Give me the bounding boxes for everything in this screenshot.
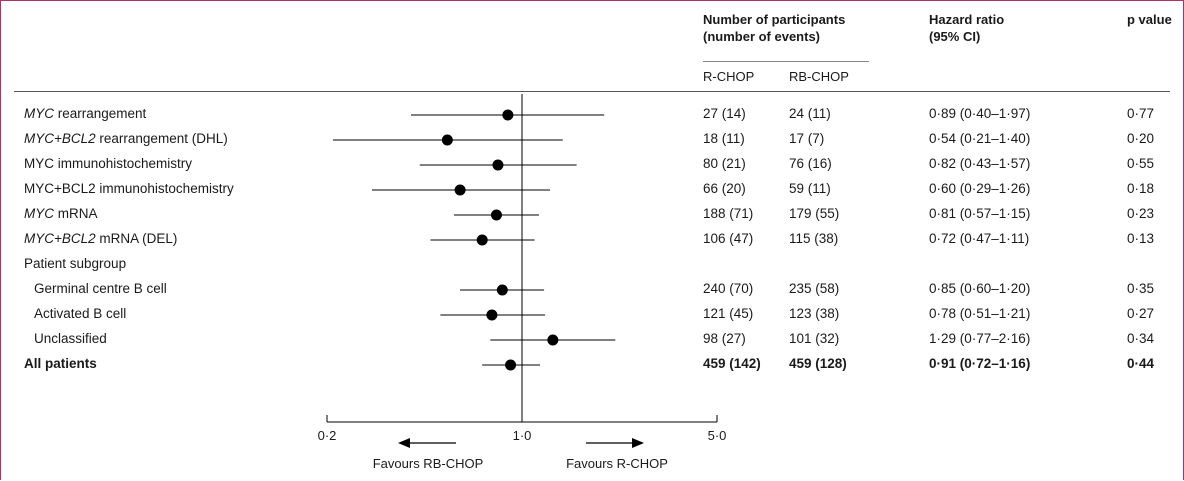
favours-right-arrowhead [632, 438, 644, 448]
row-label: Unclassified [34, 330, 107, 348]
p-value: 0·44 [1127, 356, 1155, 371]
x-tick-label: 1·0 [513, 428, 532, 443]
p-value: 0·13 [1127, 231, 1155, 246]
rb-chop-count: 235 (58) [789, 281, 840, 296]
rb-chop-count: 115 (38) [789, 231, 839, 246]
favours-rb-chop-label: Favours RB-CHOP [373, 456, 484, 471]
hazard-ratio-value: 0·54 (0·21–1·40) [929, 131, 1031, 146]
p-value: 0·55 [1127, 156, 1155, 171]
row-label-part: MYC+BCL2 [24, 231, 96, 246]
participants-header-line1: Number of participants [703, 12, 846, 27]
rb-chop-count: 123 (38) [789, 306, 840, 321]
hr-point [441, 134, 453, 146]
hazard-ratio-value: 0·85 (0·60–1·20) [929, 281, 1031, 296]
row-label: MYC mRNA [24, 205, 98, 223]
favours-left-arrowhead [398, 438, 410, 448]
row-label-part: MYC [24, 206, 54, 221]
r-chop-count: 66 (20) [703, 181, 746, 196]
row-label-part: MYC immunohistochemistry [24, 156, 193, 171]
hr-point [547, 334, 559, 346]
row-label: MYC+BCL2 rearrangement (DHL) [24, 130, 228, 148]
hazard-ratio-value: 0·78 (0·51–1·21) [929, 306, 1031, 321]
p-value: 0·20 [1127, 131, 1155, 146]
r-chop-count: 240 (70) [703, 281, 754, 296]
hazard-ratio-value: 0·72 (0·47–1·11) [929, 231, 1030, 246]
row-label-part: rearrangement (DHL) [95, 131, 228, 146]
hr-point [492, 159, 504, 171]
hr-point [490, 209, 502, 221]
hr-point [505, 359, 517, 371]
r-chop-count: 188 (71) [703, 206, 754, 221]
row-label: Patient subgroup [24, 255, 126, 273]
p-value: 0·23 [1127, 206, 1155, 221]
row-label-part: MYC+BCL2 immunohistochemistry [24, 181, 234, 196]
p-value-header: p value [1127, 12, 1172, 27]
rb-chop-count: 76 (16) [789, 156, 832, 171]
row-label-part: All patients [24, 356, 97, 371]
rb-chop-count: 179 (55) [789, 206, 840, 221]
row-label-part: rearrangement [54, 106, 147, 121]
hr-point [476, 234, 488, 246]
row-label-part: Activated B cell [34, 306, 127, 321]
hr-point [496, 284, 508, 296]
r-chop-count: 80 (21) [703, 156, 746, 171]
hazard-ratio-value: 0·89 (0·40–1·97) [929, 106, 1031, 121]
rb-chop-count: 24 (11) [789, 106, 831, 121]
p-value: 0·35 [1127, 281, 1155, 296]
participants-header-line2: (number of events) [703, 29, 821, 44]
arm-r-chop-header: R-CHOP [703, 69, 755, 84]
row-label-part: MYC+BCL2 [24, 131, 96, 146]
row-label: Germinal centre B cell [34, 280, 167, 298]
hazard-ratio-header-line2: (95% CI) [929, 29, 981, 44]
arm-rb-chop-header: RB-CHOP [789, 69, 849, 84]
rb-chop-count: 101 (32) [789, 331, 840, 346]
participants-header: Number of participants (number of events… [703, 11, 845, 45]
rb-chop-count: 17 (7) [789, 131, 825, 146]
row-label: MYC+BCL2 immunohistochemistry [24, 180, 234, 198]
hr-point [454, 184, 466, 196]
row-label-part: Patient subgroup [24, 256, 127, 271]
x-tick-label: 0·2 [318, 428, 337, 443]
row-label: MYC immunohistochemistry [24, 155, 192, 173]
p-value: 0·27 [1127, 306, 1155, 321]
p-value: 0·77 [1127, 106, 1155, 121]
hazard-ratio-value: 0·82 (0·43–1·57) [929, 156, 1031, 171]
row-label-part: Germinal centre B cell [34, 281, 167, 296]
row-label: Activated B cell [34, 305, 126, 323]
r-chop-count: 18 (11) [703, 131, 745, 146]
hazard-ratio-value: 0·91 (0·72–1·16) [929, 356, 1031, 371]
hazard-ratio-header-line1: Hazard ratio [929, 12, 1005, 27]
header-rule [703, 61, 869, 62]
hazard-ratio-value: 0·60 (0·29–1·26) [929, 181, 1031, 196]
favours-r-chop-label: Favours R-CHOP [566, 456, 668, 471]
r-chop-count: 98 (27) [703, 331, 746, 346]
hazard-ratio-value: 0·81 (0·57–1·15) [929, 206, 1031, 221]
hazard-ratio-value: 1·29 (0·77–2·16) [929, 331, 1031, 346]
r-chop-count: 27 (14) [703, 106, 746, 121]
r-chop-count: 121 (45) [703, 306, 754, 321]
hr-point [486, 309, 498, 321]
row-label-part: MYC [24, 106, 54, 121]
r-chop-count: 459 (142) [703, 356, 761, 371]
row-label-part: mRNA [54, 206, 98, 221]
x-tick-label: 5·0 [708, 428, 727, 443]
rb-chop-count: 59 (11) [789, 181, 831, 196]
row-label-part: mRNA (DEL) [95, 231, 178, 246]
p-value: 0·18 [1127, 181, 1155, 196]
hr-point [502, 109, 514, 121]
row-label: All patients [24, 355, 97, 373]
rb-chop-count: 459 (128) [789, 356, 847, 371]
row-label-part: Unclassified [34, 331, 107, 346]
row-label: MYC+BCL2 mRNA (DEL) [24, 230, 177, 248]
row-label: MYC rearrangement [24, 105, 146, 123]
p-value: 0·34 [1127, 331, 1155, 346]
r-chop-count: 106 (47) [703, 231, 754, 246]
table-top-rule [14, 91, 1170, 92]
hazard-ratio-header: Hazard ratio (95% CI) [929, 11, 1004, 45]
